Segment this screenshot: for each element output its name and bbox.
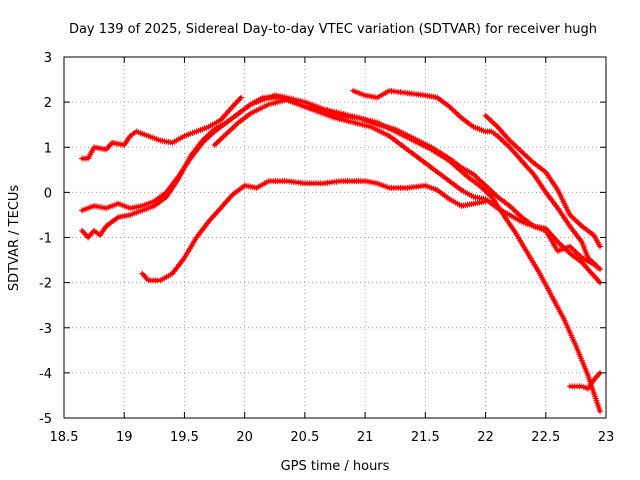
series-track-8 xyxy=(566,369,603,392)
x-tick-label: 23 xyxy=(598,430,615,445)
y-tick-label: 2 xyxy=(44,96,52,111)
series-markers xyxy=(79,94,603,286)
x-tick-label: 22 xyxy=(477,430,494,445)
series-line xyxy=(140,179,488,282)
x-tick-label: 20 xyxy=(236,430,253,445)
series-markers xyxy=(482,112,603,250)
series-track-7 xyxy=(482,112,603,250)
y-tick-label: -1 xyxy=(39,232,52,247)
series-track-5 xyxy=(211,96,603,415)
x-tick-label: 22.5 xyxy=(531,430,560,445)
series-markers xyxy=(350,87,603,273)
series-line xyxy=(212,98,602,413)
series-line xyxy=(80,96,602,285)
series-track-6 xyxy=(350,87,603,273)
x-tick-label: 20.5 xyxy=(290,430,319,445)
x-axis-label: GPS time / hours xyxy=(281,459,390,474)
series-track-1 xyxy=(79,94,245,162)
series-markers xyxy=(566,369,603,392)
x-tick-label: 19.5 xyxy=(170,430,199,445)
series-track-2 xyxy=(79,94,603,286)
x-tick-label: 19 xyxy=(116,430,133,445)
tick-layer: 18.5 19 19.5 20 20.5 21 21.5 22 22.5 23-5-4-3-2-1… xyxy=(39,51,614,445)
y-axis-label: SDTVAR / TECUs xyxy=(7,185,22,292)
series-markers xyxy=(139,178,489,284)
series-markers xyxy=(79,94,245,162)
x-tick-label: 21 xyxy=(357,430,374,445)
y-tick-label: -5 xyxy=(39,412,52,427)
y-tick-label: -2 xyxy=(39,277,52,292)
y-tick-label: 0 xyxy=(44,186,52,201)
chart-title: Day 139 of 2025, Sidereal Day-to-day VTE… xyxy=(69,22,597,37)
x-tick-label: 21.5 xyxy=(411,430,440,445)
y-tick-label: -4 xyxy=(39,367,52,382)
series-track-4 xyxy=(139,178,489,284)
y-tick-label: 1 xyxy=(44,141,52,156)
series-layer xyxy=(79,87,603,415)
x-tick-label: 18.5 xyxy=(50,430,79,445)
y-tick-label: 3 xyxy=(44,51,52,66)
series-markers xyxy=(211,96,603,415)
y-tick-label: -3 xyxy=(39,322,52,337)
